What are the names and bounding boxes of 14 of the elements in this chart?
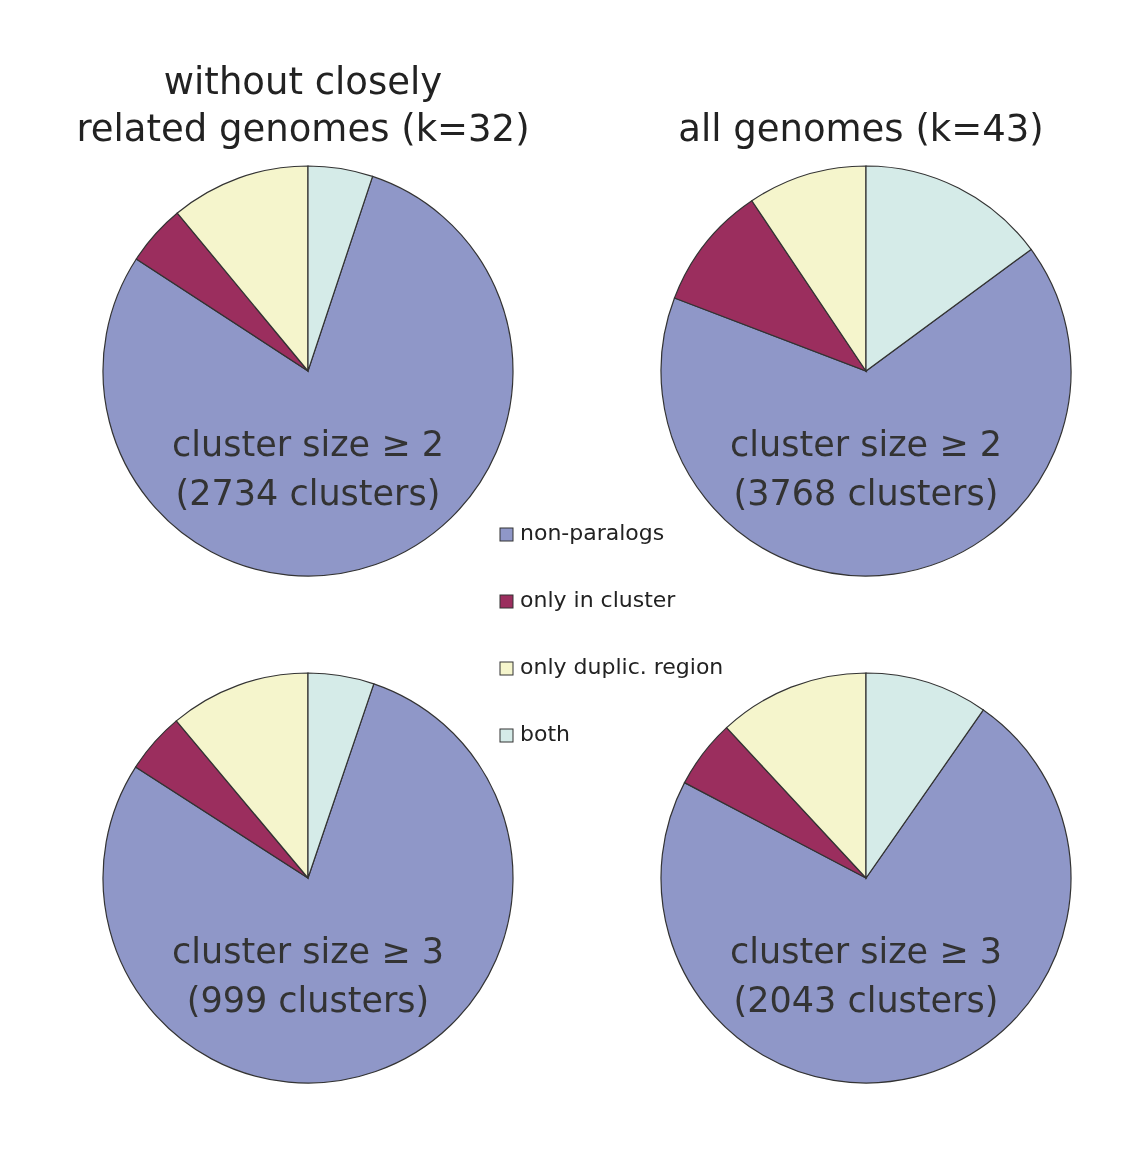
legend-label: only in cluster — [520, 587, 677, 612]
text: (2043 clusters) — [733, 980, 999, 1020]
legend-label: non-paralogs — [520, 520, 665, 545]
text: cluster size ≥ 2 — [172, 424, 444, 464]
legend-label: both — [520, 721, 570, 746]
text: (3768 clusters) — [733, 473, 999, 513]
chart-title: without closely related genomes (k=32) — [76, 60, 530, 150]
text: (999 clusters) — [186, 980, 430, 1020]
text: cluster size ≥ 2 — [730, 424, 1002, 464]
chart-title: all genomes (k=43) — [678, 107, 1044, 150]
text: cluster size ≥ 3 — [730, 931, 1002, 971]
text: (2734 clusters) — [175, 473, 441, 513]
legend-label: only duplic. region — [520, 654, 724, 679]
text: cluster size ≥ 3 — [172, 931, 444, 971]
